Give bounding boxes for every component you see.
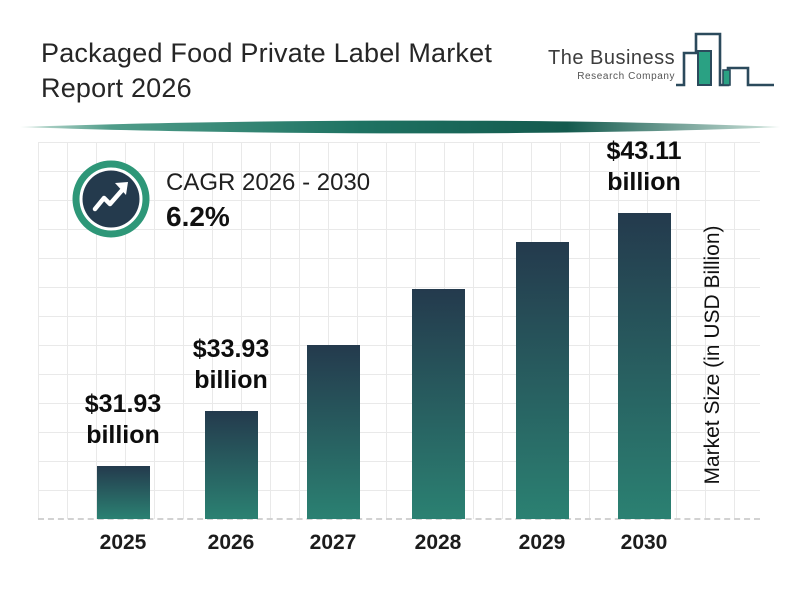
bar-value-label-2025: $31.93 billion	[84, 390, 162, 449]
x-tick-2030: 2030	[620, 531, 668, 554]
cagr-label: CAGR 2026 - 2030	[166, 169, 371, 196]
company-logo-text: The Business Research Company	[548, 47, 675, 82]
x-tick-2026: 2026	[207, 531, 255, 554]
x-tick-2029: 2029	[518, 531, 566, 554]
x-tick-2025: 2025	[99, 531, 147, 554]
company-subtitle: Research Company	[577, 71, 676, 82]
growth-trend-icon	[72, 160, 150, 238]
logo-bars-icon	[676, 32, 775, 87]
axis-baseline	[38, 518, 760, 520]
bar-value-label-2026: $33.93 billion	[192, 335, 270, 394]
bar-2029	[515, 242, 569, 519]
page-title-line-2: Report 2026	[41, 73, 192, 103]
section-divider	[20, 120, 780, 134]
company-name: The Business	[548, 47, 676, 69]
bar-value-label-2030: $43.11 billion	[606, 137, 682, 196]
bar-2026	[204, 411, 258, 519]
cagr-value: 6.2%	[166, 201, 230, 232]
bar-2025	[96, 466, 150, 519]
y-axis-label: Market Size (in USD Billion)	[701, 225, 724, 485]
x-tick-2027: 2027	[309, 531, 357, 554]
x-tick-2028: 2028	[414, 531, 462, 554]
bar-2027	[306, 345, 360, 519]
bar-2028	[411, 289, 465, 519]
page-title: Packaged Food Private Label Market Repor…	[41, 36, 541, 106]
company-logo: The Business Research Company	[548, 24, 775, 94]
bar-2030	[617, 213, 671, 519]
page-title-line-1: Packaged Food Private Label Market	[41, 38, 493, 68]
